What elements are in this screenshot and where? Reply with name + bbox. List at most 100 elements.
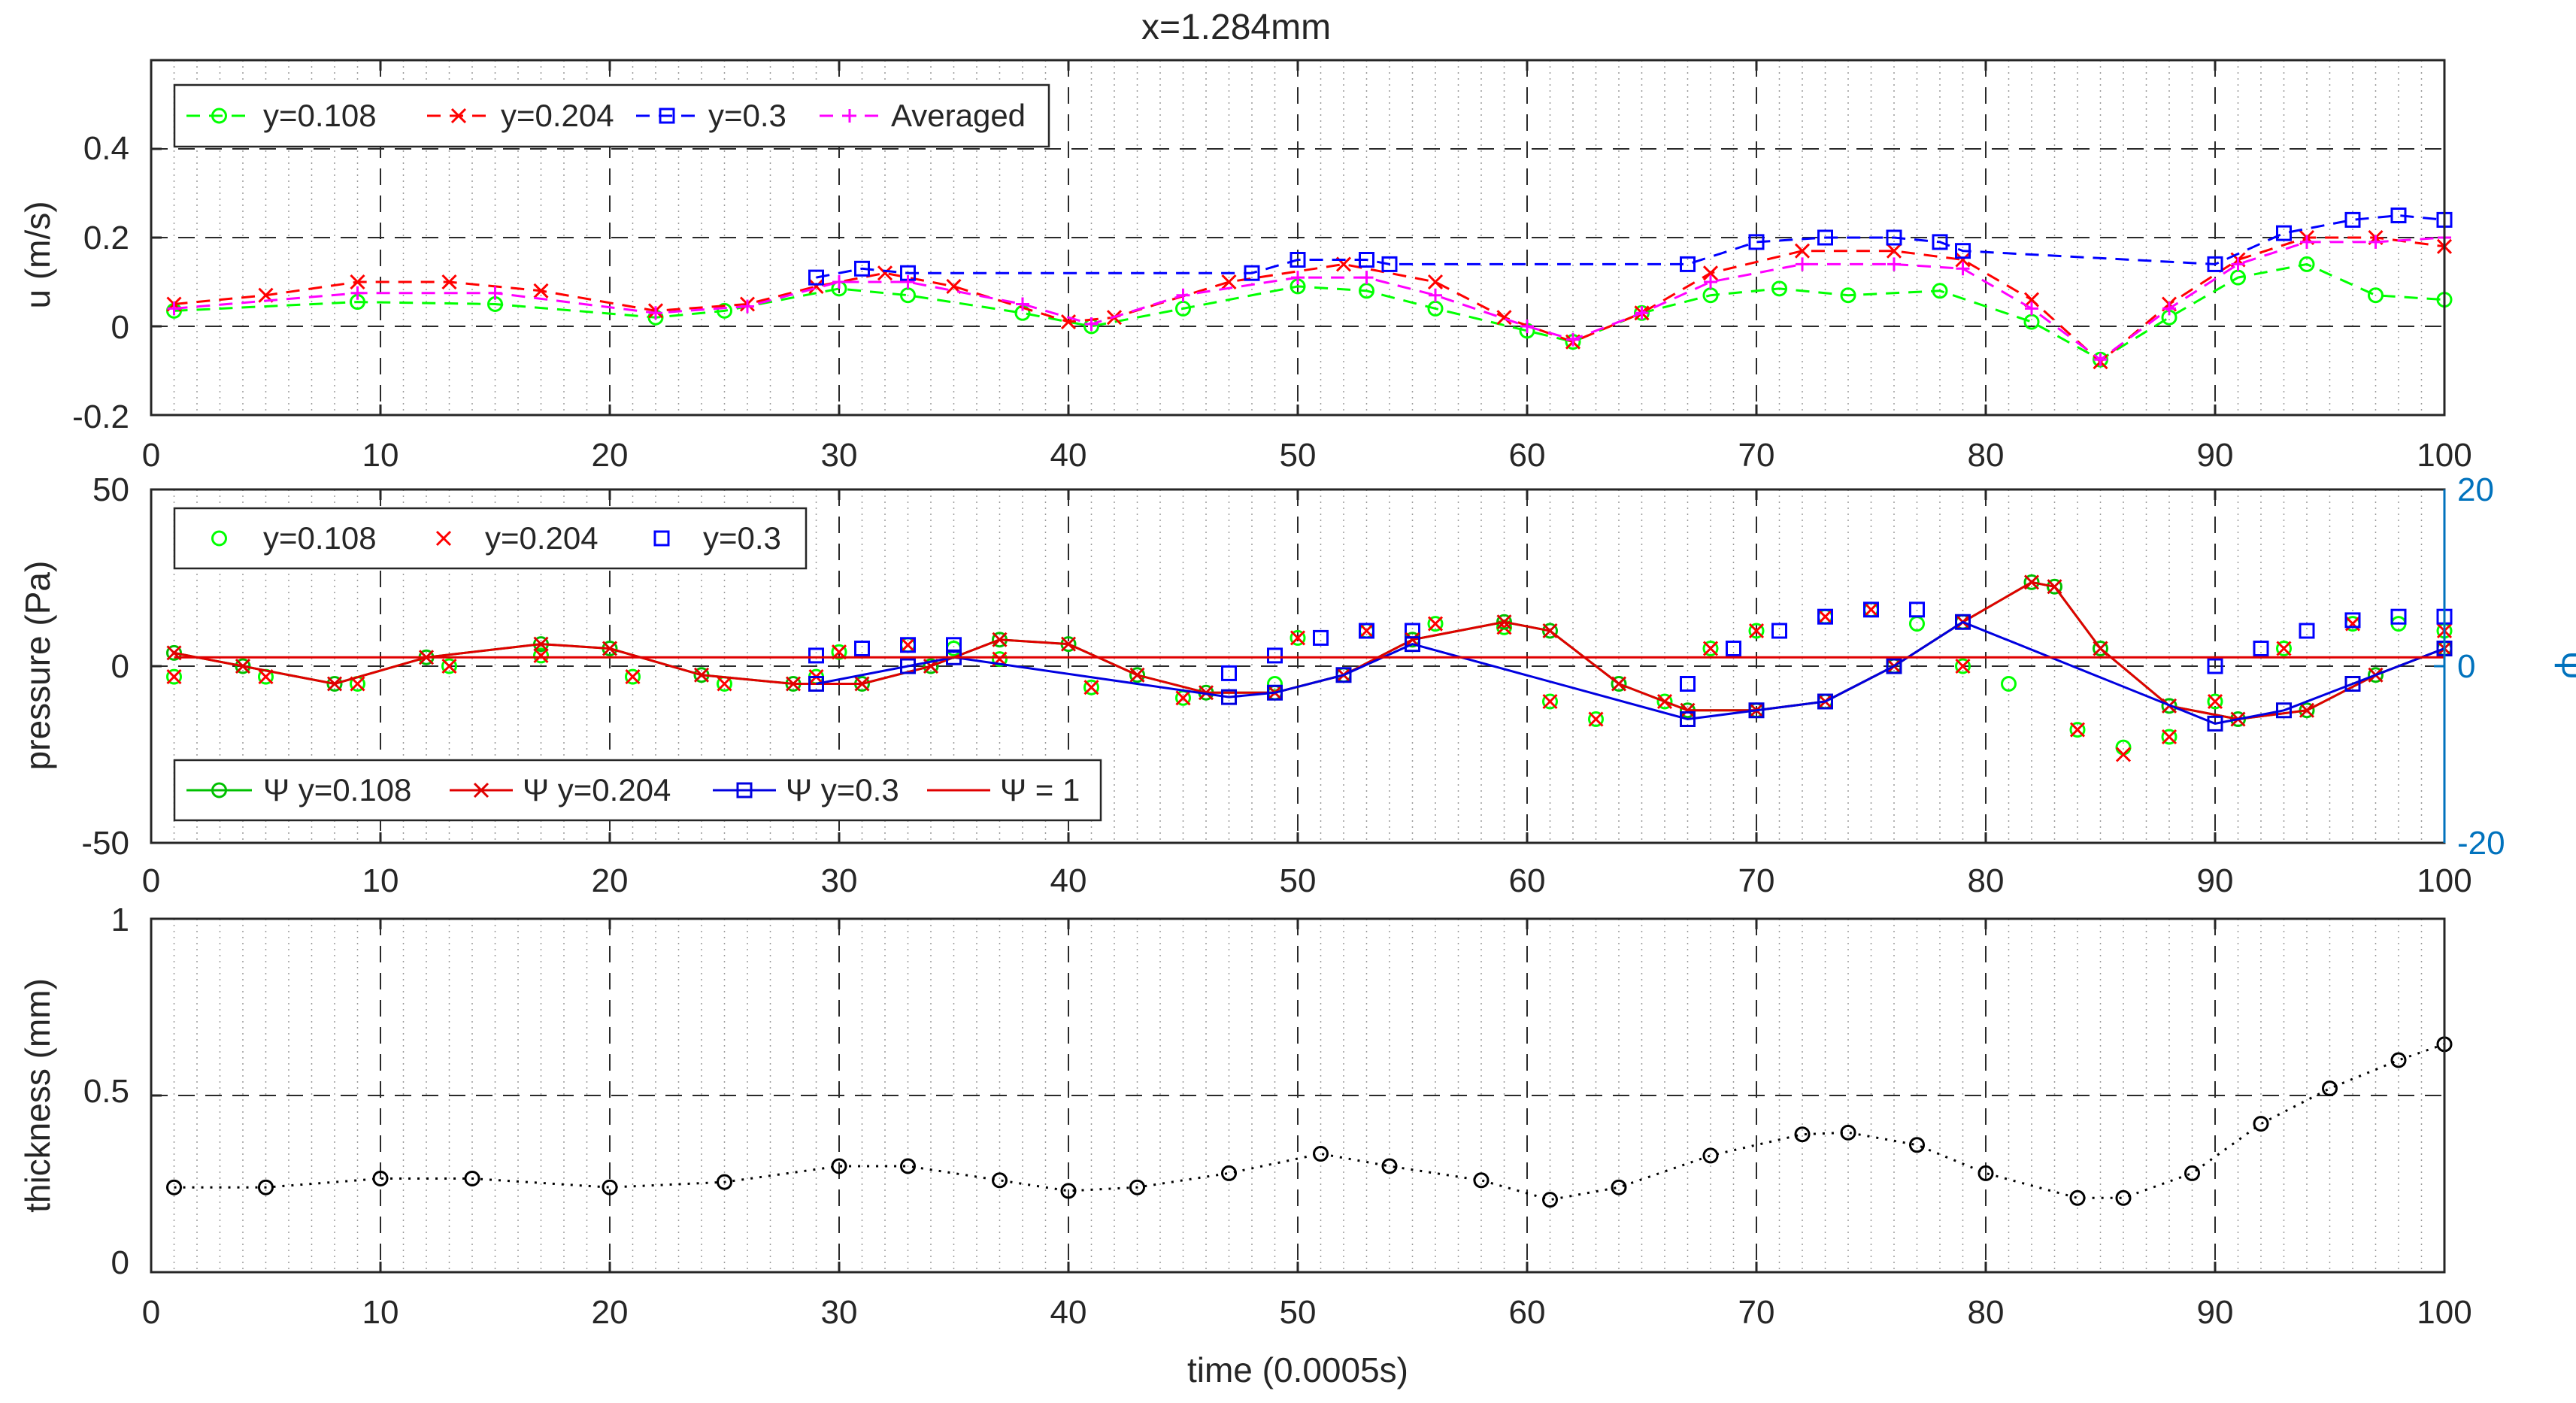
velocity-ytick: 0.4 [83, 130, 129, 167]
psi-ylabel: Ψ [2547, 651, 2576, 680]
data-point [831, 1158, 847, 1174]
data-point [877, 265, 893, 281]
data-point [2115, 1189, 2132, 1206]
data-point [602, 641, 618, 656]
data-point [533, 647, 549, 664]
data-point [808, 647, 824, 664]
data-point [2390, 1052, 2407, 1068]
pressure-xtick: 20 [592, 862, 629, 899]
velocity-ylabel: u (m/s) [18, 201, 57, 308]
data-point [1291, 271, 1305, 285]
velocity-legend-label: y=0.204 [501, 98, 614, 133]
data-point [1680, 702, 1696, 718]
data-point [1405, 636, 1420, 653]
data-point [1221, 1165, 1237, 1181]
psi-ytick: 0 [2457, 648, 2475, 685]
psi-legend-label: Ψ y=0.108 [263, 772, 411, 808]
thickness-xtick: 30 [821, 1294, 858, 1331]
data-point [1496, 614, 1512, 630]
data-point [166, 1179, 182, 1195]
pressure-ytick: 50 [92, 471, 129, 508]
data-point [488, 286, 502, 300]
data-point [1886, 243, 1902, 259]
data-point [2161, 729, 2177, 745]
psi-ytick: -20 [2457, 825, 2505, 862]
data-point [1932, 283, 1948, 299]
data-point [1427, 274, 1444, 290]
data-point [785, 676, 802, 692]
velocity-ytick: 0.2 [83, 220, 129, 256]
data-point [2069, 1189, 2086, 1206]
velocity-xtick: 30 [821, 437, 858, 474]
data-point [1060, 314, 1077, 330]
data-point [1542, 623, 1558, 639]
data-point [258, 1179, 274, 1195]
data-point [1771, 623, 1787, 639]
legend-swatch-y0204 [435, 530, 452, 547]
data-point [1335, 667, 1352, 683]
data-point [649, 306, 662, 320]
thickness-ytick: 1 [111, 901, 129, 938]
series-0-3 [167, 231, 2451, 367]
series-0-0 [166, 256, 2453, 368]
data-point [1817, 229, 1833, 246]
pressure-ytick: -50 [81, 825, 129, 862]
data-point [831, 644, 847, 660]
data-point [1680, 676, 1696, 692]
series-2-0 [166, 1036, 2453, 1208]
legend-swatch-y0108 [186, 108, 252, 124]
pressure-xtick: 50 [1280, 862, 1317, 899]
data-point [1129, 667, 1145, 683]
pressure-panel: pressure (Pa) Ψ 50 0 -50 20 0 -20 0 10 2… [18, 471, 2576, 899]
velocity-xtick: 40 [1050, 437, 1087, 474]
data-point [235, 658, 251, 674]
data-point [717, 302, 732, 319]
psi-legend-label: Ψ = 1 [1000, 772, 1080, 808]
velocity-xtick: 20 [592, 437, 629, 474]
data-point [1748, 623, 1765, 639]
data-point [1887, 257, 1901, 271]
velocity-legend: y=0.108 y=0.204 y=0.3 Averaged [173, 83, 1050, 148]
series-line [816, 214, 2445, 279]
data-point [2390, 608, 2407, 625]
data-point [1909, 602, 1925, 618]
chart-title: x=1.284mm [1141, 8, 1331, 47]
data-point [1083, 679, 1099, 695]
data-point [900, 658, 916, 674]
pressure-xtick: 0 [142, 862, 160, 899]
data-point [854, 641, 870, 656]
data-point [326, 676, 343, 692]
velocity-xtick: 60 [1509, 437, 1546, 474]
data-point [1427, 616, 1444, 632]
data-point [2161, 698, 2177, 714]
data-point [1704, 275, 1717, 289]
data-point [2231, 257, 2245, 271]
psi-ytick: 20 [2457, 471, 2494, 508]
data-point [166, 669, 182, 685]
pressure-legend-label: y=0.204 [485, 520, 599, 556]
data-point [1611, 1179, 1627, 1195]
data-point [1886, 229, 1902, 246]
pressure-xtick: 100 [2417, 862, 2471, 899]
data-point [1771, 280, 1787, 297]
data-point [2207, 693, 2223, 710]
series-1-1 [166, 602, 2453, 762]
data-point [1427, 616, 1444, 632]
data-point [166, 668, 182, 685]
data-point [235, 658, 251, 674]
data-point [1221, 665, 1237, 681]
data-point [1267, 676, 1283, 692]
data-point [2161, 729, 2177, 745]
velocity-xtick: 100 [2417, 437, 2471, 474]
pressure-legend-label: y=0.3 [703, 520, 781, 556]
data-point [2299, 623, 2315, 639]
data-point [1863, 602, 1879, 617]
data-point [1748, 623, 1765, 639]
velocity-ytick: -0.2 [72, 398, 129, 435]
data-point [2276, 702, 2292, 719]
data-point [441, 658, 457, 674]
data-point [1796, 257, 1809, 271]
pressure-xtick: 60 [1509, 862, 1546, 899]
thickness-xtick: 90 [2197, 1294, 2234, 1331]
data-point [1794, 243, 1811, 259]
